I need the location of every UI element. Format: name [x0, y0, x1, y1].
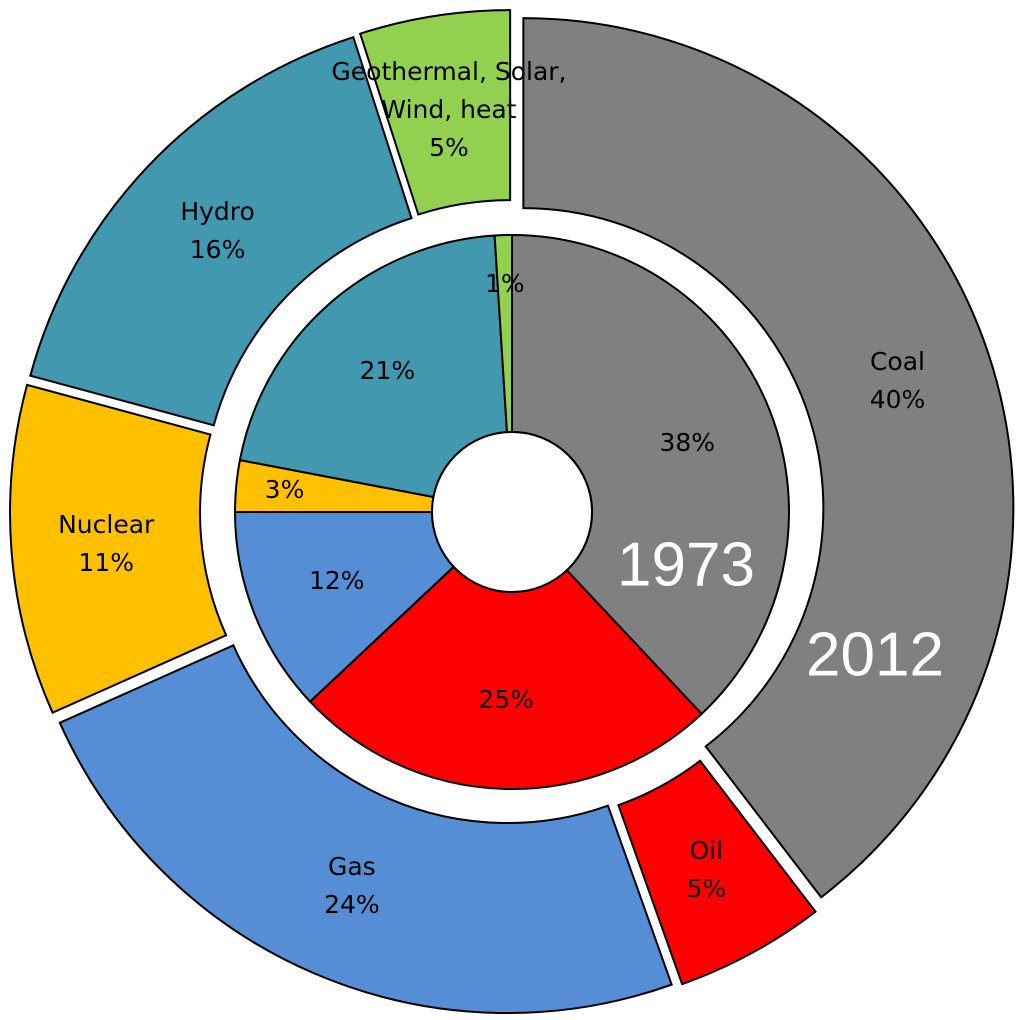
slice-label: Nuclear 11%: [58, 506, 154, 582]
slice-label: Coal 40%: [870, 343, 926, 419]
donut-slice: [58, 644, 673, 1015]
category-label: Hydro: [180, 196, 255, 226]
donut-slice: [522, 17, 1015, 899]
value-label: 24%: [324, 890, 380, 920]
slice-label: 21%: [360, 352, 416, 390]
category-label: Oil: [689, 835, 724, 865]
category-label: Geothermal, Solar, Wind, heat: [331, 56, 567, 124]
value-label: 1%: [484, 268, 525, 298]
slice-label: Hydro 16%: [180, 193, 255, 269]
donut-slice: [9, 383, 228, 715]
series-label: 1973: [617, 530, 755, 600]
donut-slice: [358, 9, 512, 216]
value-label: 11%: [78, 547, 134, 577]
value-label: 38%: [659, 427, 716, 457]
slice-label: Geothermal, Solar, Wind, heat 5%: [329, 53, 569, 167]
slice-label: 3%: [265, 471, 305, 509]
donut-hole: [431, 431, 593, 593]
value-label: 5%: [429, 132, 469, 162]
category-label: Gas: [327, 852, 376, 882]
category-label: Coal: [869, 347, 925, 377]
donut-slice: [617, 759, 817, 986]
value-label: 3%: [264, 475, 305, 505]
slice-label: 12%: [309, 562, 365, 600]
value-label: 5%: [686, 873, 727, 903]
slice-label: 38%: [659, 424, 715, 462]
category-label: Nuclear: [58, 509, 155, 539]
value-label: 40%: [869, 385, 926, 415]
slice-label: 1%: [485, 265, 525, 303]
donut-slice: [29, 35, 413, 427]
value-label: 25%: [478, 685, 534, 715]
slice-label: 25%: [478, 681, 534, 719]
value-label: 21%: [359, 355, 416, 385]
series-label: 2012: [806, 620, 944, 690]
value-label: 16%: [189, 234, 246, 264]
value-label: 12%: [308, 566, 365, 596]
slice-label: Gas 24%: [324, 848, 380, 924]
slice-label: Oil 5%: [686, 832, 726, 908]
